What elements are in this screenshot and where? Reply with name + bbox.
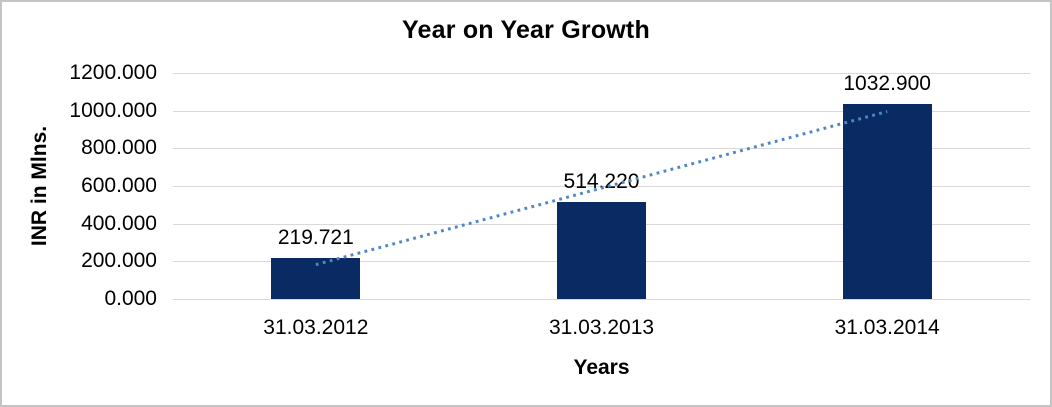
bar-value-label: 219.721 <box>277 225 354 249</box>
bar <box>842 104 932 299</box>
bar <box>557 202 646 299</box>
y-tick-label: 200.000 <box>81 249 157 273</box>
gridline <box>173 299 1030 300</box>
x-tick-label: 31.03.2013 <box>548 316 655 339</box>
bar <box>271 257 361 299</box>
x-axis-title: Years <box>573 356 630 379</box>
y-tick-label: 1200.000 <box>69 61 157 84</box>
chart-title: Year on Year Growth <box>402 16 650 44</box>
x-tick-label: 31.03.2014 <box>834 316 940 339</box>
bar-value-label: 514.220 <box>563 170 640 194</box>
gridline <box>173 73 1030 74</box>
y-tick-label: 0.000 <box>104 287 157 310</box>
x-tick-label: 31.03.2012 <box>263 316 369 339</box>
y-tick-label: 1000.000 <box>69 98 157 122</box>
bar-value-label: 1032.900 <box>843 72 931 96</box>
y-tick-label: 600.000 <box>81 174 157 197</box>
y-tick-label: 800.000 <box>81 136 157 160</box>
y-tick-label: 400.000 <box>81 211 157 235</box>
